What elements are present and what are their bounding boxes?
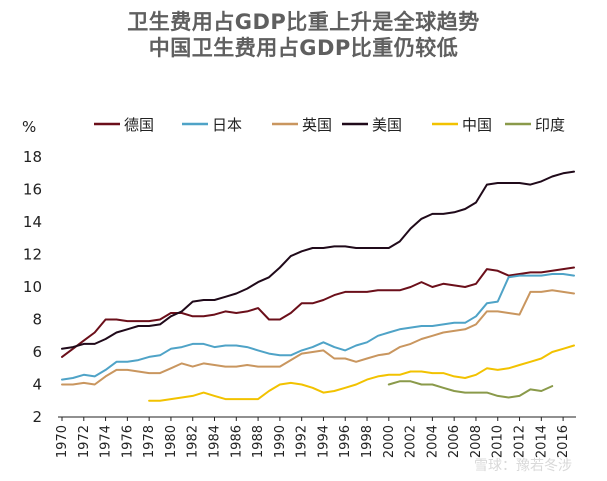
x-tick-label: 2004	[425, 425, 440, 458]
x-axis-ticks: 1970 1972 1974 1976 1978 1980 1982 1984 1986 1988…	[55, 417, 571, 458]
legend-label: 德国	[124, 116, 154, 134]
legend-label: 日本	[212, 116, 242, 134]
x-tick-label: 2000	[382, 425, 397, 458]
x-tick-label: 2014	[534, 425, 549, 458]
x-tick-label: 1984	[208, 425, 223, 458]
chart-legend: 德国 日本 英国 美国 中国 印度	[94, 116, 565, 134]
y-axis-unit: %	[22, 118, 36, 136]
x-tick-label: 1978	[142, 425, 157, 458]
x-tick-label: 1976	[120, 425, 135, 458]
legend-label: 英国	[302, 116, 332, 134]
y-tick-label: 12	[23, 246, 42, 264]
x-tick-label: 1988	[251, 425, 266, 458]
legend-label: 美国	[372, 116, 402, 134]
x-tick-label: 1982	[186, 425, 201, 458]
x-tick-label: 1994	[316, 425, 331, 458]
x-tick-label: 1970	[55, 425, 70, 458]
x-tick-label: 2010	[491, 425, 506, 458]
series-lines	[61, 170, 575, 402]
x-tick-label: 2008	[469, 425, 484, 458]
series-line-2	[61, 289, 575, 386]
x-tick-label: 2016	[556, 425, 571, 458]
x-tick-label: 1996	[338, 425, 353, 458]
x-tick-label: 1974	[99, 425, 114, 458]
y-tick-label: 16	[23, 181, 42, 199]
chart-title-line1: 卫生费用占GDP比重上升是全球趋势	[127, 10, 480, 34]
watermark: 雪球：豫若冬涉	[474, 458, 572, 474]
series-line-1	[61, 273, 575, 381]
x-tick-label: 2006	[447, 425, 462, 458]
series-line-0	[61, 266, 575, 358]
y-tick-label: 2	[32, 408, 42, 426]
y-tick-label: 8	[32, 311, 42, 329]
y-tick-label: 4	[32, 376, 42, 394]
series-line-5	[387, 380, 554, 399]
chart-title-line2: 中国卫生费用占GDP比重仍较低	[148, 36, 459, 60]
y-axis-ticks: 2 4 6 8 10 12 14 16 18	[23, 148, 42, 426]
x-tick-label: 1980	[164, 425, 179, 458]
x-tick-label: 2012	[513, 425, 528, 458]
y-tick-label: 14	[23, 213, 42, 231]
x-tick-label: 1972	[77, 425, 92, 458]
x-tick-label: 1986	[229, 425, 244, 458]
y-tick-label: 10	[23, 278, 42, 296]
x-tick-label: 1990	[273, 425, 288, 458]
x-tick-label: 1992	[295, 425, 310, 458]
y-tick-label: 18	[23, 148, 42, 166]
x-tick-label: 1998	[360, 425, 375, 458]
legend-label: 印度	[535, 116, 565, 134]
x-tick-label: 2002	[404, 425, 419, 458]
y-tick-label: 6	[32, 343, 42, 361]
series-line-3	[61, 170, 575, 350]
series-line-4	[148, 344, 575, 402]
legend-label: 中国	[462, 116, 492, 134]
